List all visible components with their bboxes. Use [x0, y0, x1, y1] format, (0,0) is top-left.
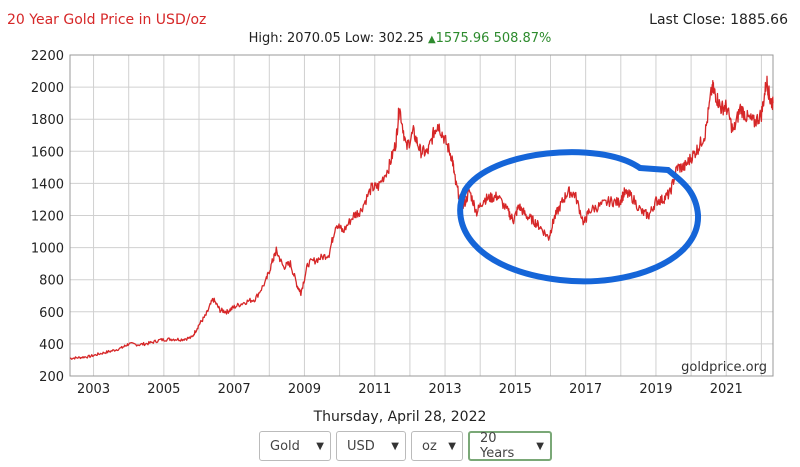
plot-frame: [69, 54, 774, 377]
x-tick-label: 2017: [569, 382, 602, 397]
y-tick-label: 800: [39, 274, 64, 289]
last-close: Last Close: 1885.66: [649, 12, 788, 28]
chart-grid: [70, 54, 773, 377]
x-tick-label: 2007: [218, 382, 251, 397]
y-tick-label: 1400: [31, 177, 64, 192]
low-value: 302.25: [378, 31, 424, 46]
last-close-label: Last Close:: [649, 12, 726, 28]
change-percent: 508.87%: [493, 31, 552, 46]
chevron-down-icon: ▼: [391, 440, 399, 452]
chevron-down-icon: ▼: [316, 440, 324, 452]
price-line: [69, 75, 774, 360]
annotation-circle: [457, 149, 702, 285]
x-tick-label: 2019: [639, 382, 672, 397]
range-select-value: 20 Years: [480, 431, 515, 461]
up-arrow-icon: ▲: [427, 34, 436, 45]
x-tick-label: 2013: [429, 382, 462, 397]
chart-controls: Gold ▼ USD ▼ oz ▼ 20 Years ▼: [259, 431, 552, 461]
date-label: Thursday, April 28, 2022: [313, 409, 487, 425]
range-select[interactable]: 20 Years ▼: [468, 431, 552, 461]
x-tick-label: 2021: [710, 382, 743, 397]
x-tick-label: 2003: [77, 382, 110, 397]
high-label: High:: [248, 31, 283, 46]
chevron-down-icon: ▼: [448, 440, 456, 452]
change-absolute: 1575.96: [435, 31, 490, 46]
x-axis: 2003 2005 2007 2009 2011 2013 2015 2017 2019 2021: [77, 382, 743, 397]
y-tick-label: 1000: [31, 242, 64, 257]
x-tick-label: 2009: [288, 382, 321, 397]
y-tick-label: 2200: [31, 49, 64, 64]
high-value: 2070.05: [286, 31, 341, 46]
y-tick-label: 1600: [31, 145, 64, 160]
x-tick-label: 2015: [499, 382, 532, 397]
y-tick-label: 1200: [31, 210, 64, 225]
unit-select[interactable]: oz ▼: [411, 431, 463, 461]
y-axis: 200 400 600 800 1000 1200 1400 1600 1800 2000 2200: [31, 49, 64, 385]
y-tick-label: 600: [39, 306, 64, 321]
currency-select[interactable]: USD ▼: [336, 431, 406, 461]
low-label: Low:: [344, 31, 375, 46]
unit-select-value: oz: [422, 438, 437, 454]
y-tick-label: 400: [39, 338, 64, 353]
price-stats: High: 2070.05 Low: 302.25 ▲1575.96 508.8…: [0, 31, 800, 46]
chart-title: 20 Year Gold Price in USD/oz: [7, 12, 207, 28]
watermark: goldprice.org: [681, 360, 767, 375]
metal-select[interactable]: Gold ▼: [259, 431, 331, 461]
y-tick-label: 2000: [31, 81, 64, 96]
x-tick-label: 2011: [358, 382, 391, 397]
last-close-value: 1885.66: [730, 12, 788, 28]
x-tick-label: 2005: [147, 382, 180, 397]
metal-select-value: Gold: [270, 438, 300, 454]
chevron-down-icon: ▼: [536, 440, 544, 452]
y-tick-label: 1800: [31, 113, 64, 128]
currency-select-value: USD: [347, 438, 375, 454]
y-tick-label: 200: [39, 370, 64, 385]
